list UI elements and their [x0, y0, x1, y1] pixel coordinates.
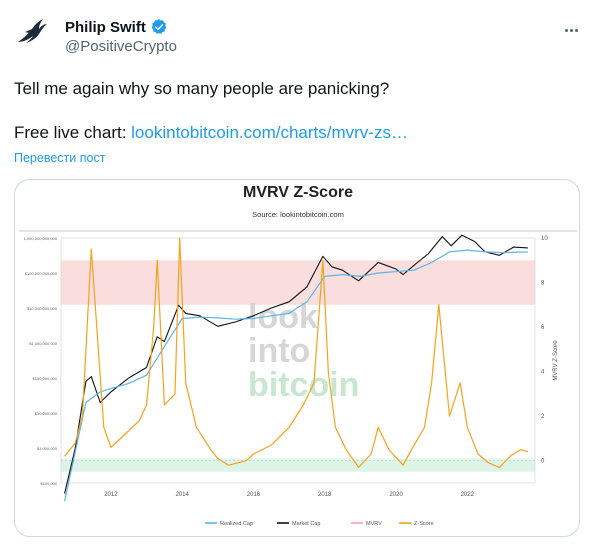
- chart-grid: [19, 230, 577, 484]
- left-tick-1: $100,000,000,000: [25, 271, 58, 276]
- tweet-text: Tell me again why so many people are pan…: [14, 78, 574, 144]
- tweet-link[interactable]: lookintobitcoin.com/charts/mvrv-zs…: [131, 123, 408, 142]
- right-axis-label: MVRV Z-Score: [553, 340, 559, 381]
- right-tick-8: 8: [541, 281, 545, 287]
- right-tick-6: 6: [541, 325, 545, 331]
- legend-label-0: Realized Cap: [220, 521, 253, 527]
- verified-badge-icon[interactable]: [150, 18, 168, 36]
- tweet-line-1: Tell me again why so many people are pan…: [14, 79, 390, 98]
- right-tick-10: 10: [541, 236, 548, 242]
- left-tick-2: $10,000,000,000: [27, 306, 58, 311]
- chart-series: [64, 234, 529, 502]
- mvrv-chart: MVRV Z-Score Source: lookintobitcoin.com…: [19, 184, 577, 527]
- swift-bird-logo-icon: [18, 19, 47, 43]
- chart-bands: [61, 260, 535, 472]
- watermark-word-2: bitcoin: [248, 366, 359, 404]
- chart-legend: Realized Cap Market Cap MVRV Z-Score: [205, 521, 434, 527]
- tweet-line-2: Free live chart: lookintobitcoin.com/cha…: [14, 122, 574, 144]
- author-name[interactable]: Philip Swift: [65, 18, 146, 36]
- x-tick-2022: 2022: [461, 492, 475, 498]
- more-options-icon[interactable]: [561, 20, 581, 40]
- x-tick-2018: 2018: [318, 492, 332, 498]
- avatar[interactable]: [12, 12, 52, 52]
- tweet-line-2-prefix: Free live chart:: [14, 123, 132, 142]
- left-tick-4: $100,000,000: [33, 376, 58, 381]
- left-tick-3: $1,000,000,000: [29, 341, 58, 346]
- x-tick-2014: 2014: [175, 492, 189, 498]
- tweet-header: Philip Swift @PositiveCrypto: [12, 12, 583, 60]
- watermark-word-1: into: [248, 332, 310, 370]
- right-tick-0: 0: [541, 459, 545, 465]
- legend-label-2: MVRV: [366, 521, 382, 527]
- chart-axes: 2012 2014 2016 2018 2020 2022 1,000,000,000,00…: [24, 236, 559, 498]
- x-tick-2020: 2020: [389, 492, 403, 498]
- left-tick-0: 1,000,000,000,000: [24, 236, 58, 241]
- band-1: [61, 458, 535, 472]
- x-tick-2016: 2016: [247, 492, 261, 498]
- translate-link[interactable]: Перевести пост: [14, 151, 106, 165]
- plot-frame: [60, 237, 536, 484]
- series-realized-cap: [64, 249, 528, 502]
- left-tick-5: $10,000,000: [35, 411, 58, 416]
- right-tick-2: 2: [541, 414, 545, 420]
- legend-label-3: Z-Score: [414, 521, 434, 527]
- x-tick-2012: 2012: [104, 492, 118, 498]
- series-market-cap: [64, 234, 528, 494]
- right-tick-4: 4: [541, 370, 545, 376]
- band-0: [61, 260, 535, 305]
- left-tick-6: $1,000,000: [37, 446, 58, 451]
- tweet-media-chart[interactable]: MVRV Z-Score Source: lookintobitcoin.com…: [14, 179, 580, 537]
- author-handle[interactable]: @PositiveCrypto: [65, 38, 177, 55]
- series-z-score: [64, 237, 529, 468]
- legend-label-1: Market Cap: [292, 521, 320, 527]
- left-tick-7: $100,000: [40, 481, 57, 486]
- chart-watermark: lookintobitcoin: [248, 298, 359, 404]
- chart-title: MVRV Z-Score: [243, 184, 353, 201]
- chart-subtitle: Source: lookintobitcoin.com: [252, 210, 344, 219]
